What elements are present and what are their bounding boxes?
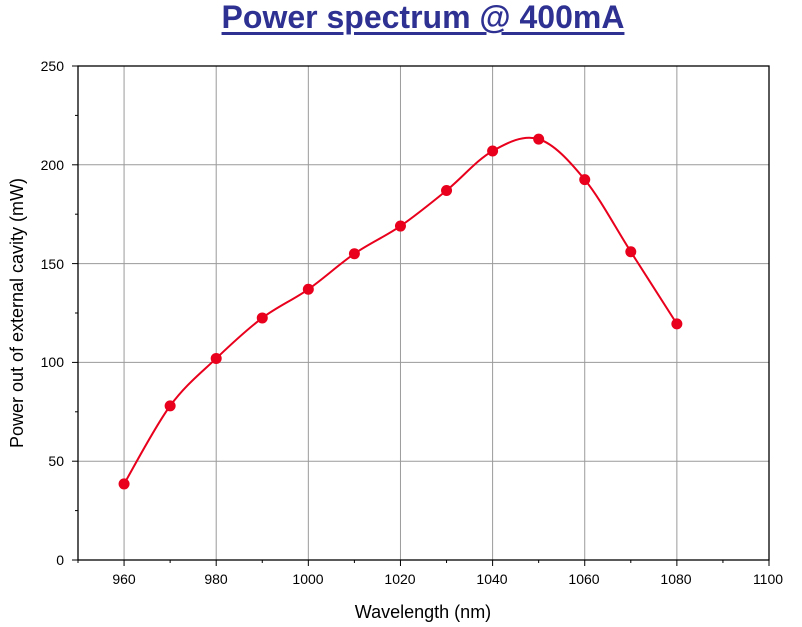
x-tick-label: 980	[204, 571, 228, 587]
x-tick-label: 1000	[292, 571, 323, 587]
y-tick-label: 150	[41, 256, 65, 272]
data-point	[625, 246, 637, 258]
data-point	[533, 133, 545, 145]
y-axis-label: Power out of external cavity (mW)	[7, 178, 27, 448]
x-tick-label: 960	[112, 571, 136, 587]
y-tick-label: 250	[41, 58, 65, 74]
grid-lines	[78, 66, 769, 560]
data-point	[302, 283, 314, 295]
y-tick-label: 50	[48, 453, 64, 469]
data-point	[118, 478, 130, 490]
data-point	[348, 248, 360, 260]
y-tick-label: 100	[41, 354, 65, 370]
data-point	[441, 184, 453, 196]
x-axis-label: Wavelength (nm)	[355, 602, 491, 622]
chart-title: Power spectrum @ 400mA	[221, 0, 625, 35]
x-tick-label: 1080	[660, 571, 691, 587]
data-point	[579, 174, 591, 186]
x-tick-label: 1100	[753, 571, 783, 587]
y-tick-label: 0	[56, 552, 64, 568]
y-tick-label: 200	[41, 157, 65, 173]
data-point	[164, 400, 176, 412]
data-point	[256, 312, 268, 324]
data-point	[487, 145, 499, 157]
data-point	[210, 352, 222, 364]
plot-frame	[77, 65, 770, 561]
x-tick-label: 1060	[568, 571, 599, 587]
x-tick-label: 1040	[476, 571, 507, 587]
x-tick-label: 1020	[384, 571, 415, 587]
data-point	[394, 220, 406, 232]
axis-ticks	[72, 65, 770, 566]
data-point	[671, 318, 683, 330]
data-series	[118, 133, 683, 490]
